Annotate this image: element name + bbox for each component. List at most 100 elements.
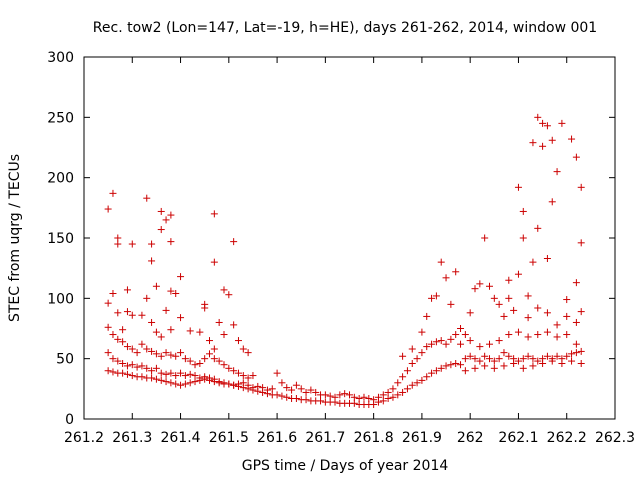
data-point	[384, 388, 392, 396]
x-tick-label: 261.2	[64, 430, 104, 446]
data-point	[321, 391, 329, 399]
data-point	[539, 359, 547, 367]
data-point	[167, 379, 175, 387]
data-point	[138, 362, 146, 370]
data-point	[553, 168, 561, 176]
data-point	[167, 287, 175, 295]
x-tick-label: 262.1	[498, 430, 538, 446]
data-point	[167, 238, 175, 246]
data-point	[336, 391, 344, 399]
data-point	[210, 378, 218, 386]
data-point	[529, 258, 537, 266]
data-point	[452, 359, 460, 367]
data-point	[355, 394, 363, 402]
data-point	[510, 359, 518, 367]
data-point	[244, 349, 252, 357]
data-point	[476, 280, 484, 288]
data-point	[563, 296, 571, 304]
y-tick-label: 250	[47, 110, 74, 126]
data-point	[524, 333, 532, 341]
data-point	[461, 355, 469, 363]
data-point	[331, 398, 339, 406]
data-point	[399, 373, 407, 381]
data-point	[442, 274, 450, 282]
data-point	[394, 379, 402, 387]
data-point	[148, 367, 156, 375]
data-point	[529, 139, 537, 147]
data-point	[206, 337, 214, 345]
data-point	[418, 328, 426, 336]
data-point	[471, 355, 479, 363]
data-point	[249, 386, 257, 394]
data-point	[288, 386, 296, 394]
data-point	[437, 364, 445, 372]
data-point	[133, 363, 141, 371]
data-point	[534, 357, 542, 365]
data-point	[408, 345, 416, 353]
data-point	[572, 349, 580, 357]
data-point	[128, 240, 136, 248]
data-point	[143, 194, 151, 202]
data-point	[577, 183, 585, 191]
data-point	[128, 311, 136, 319]
data-point	[104, 349, 112, 357]
data-point	[234, 369, 242, 377]
data-point	[148, 374, 156, 382]
data-point	[519, 234, 527, 242]
data-point	[201, 304, 209, 312]
data-point	[172, 372, 180, 380]
data-point	[447, 335, 455, 343]
data-point	[157, 207, 165, 215]
data-point	[104, 367, 112, 375]
data-point	[442, 362, 450, 370]
data-point	[225, 380, 233, 388]
data-point	[157, 352, 165, 360]
tick-labels: 261.2 261.3 261.4 261.5 261.6 261.7 261.8 261.9…	[47, 50, 635, 446]
data-point	[230, 238, 238, 246]
data-point	[215, 357, 223, 365]
data-point	[485, 355, 493, 363]
data-point	[505, 276, 513, 284]
chart-title: Rec. tow2 (Lon=147, Lat=-19, h=HE), days…	[93, 20, 597, 36]
data-point	[514, 270, 522, 278]
data-point	[283, 384, 291, 392]
x-tick-label: 262.2	[547, 430, 587, 446]
data-point	[418, 349, 426, 357]
data-point	[148, 347, 156, 355]
data-point	[162, 378, 170, 386]
data-point	[543, 309, 551, 317]
data-point	[389, 393, 397, 401]
data-point	[210, 210, 218, 218]
data-point	[524, 314, 532, 322]
data-point	[167, 211, 175, 219]
data-point	[225, 364, 233, 372]
data-point	[114, 357, 122, 365]
data-point	[403, 385, 411, 393]
data-point	[514, 357, 522, 365]
data-point	[249, 372, 257, 380]
data-point	[278, 392, 286, 400]
data-point	[307, 386, 315, 394]
data-point	[442, 340, 450, 348]
data-point	[186, 327, 194, 335]
data-point	[162, 349, 170, 357]
data-point	[519, 364, 527, 372]
data-point	[350, 393, 358, 401]
data-point	[572, 318, 580, 326]
data-point	[148, 257, 156, 265]
data-point	[495, 337, 503, 345]
data-point	[119, 326, 127, 334]
data-point	[452, 331, 460, 339]
data-point	[534, 224, 542, 232]
data-point	[370, 401, 378, 409]
data-point	[413, 379, 421, 387]
data-point	[239, 384, 247, 392]
data-point	[215, 379, 223, 387]
data-point	[403, 367, 411, 375]
data-point	[423, 343, 431, 351]
x-tick-label: 261.7	[305, 430, 345, 446]
data-point	[172, 290, 180, 298]
y-tick-label: 300	[47, 50, 74, 66]
data-point	[186, 357, 194, 365]
